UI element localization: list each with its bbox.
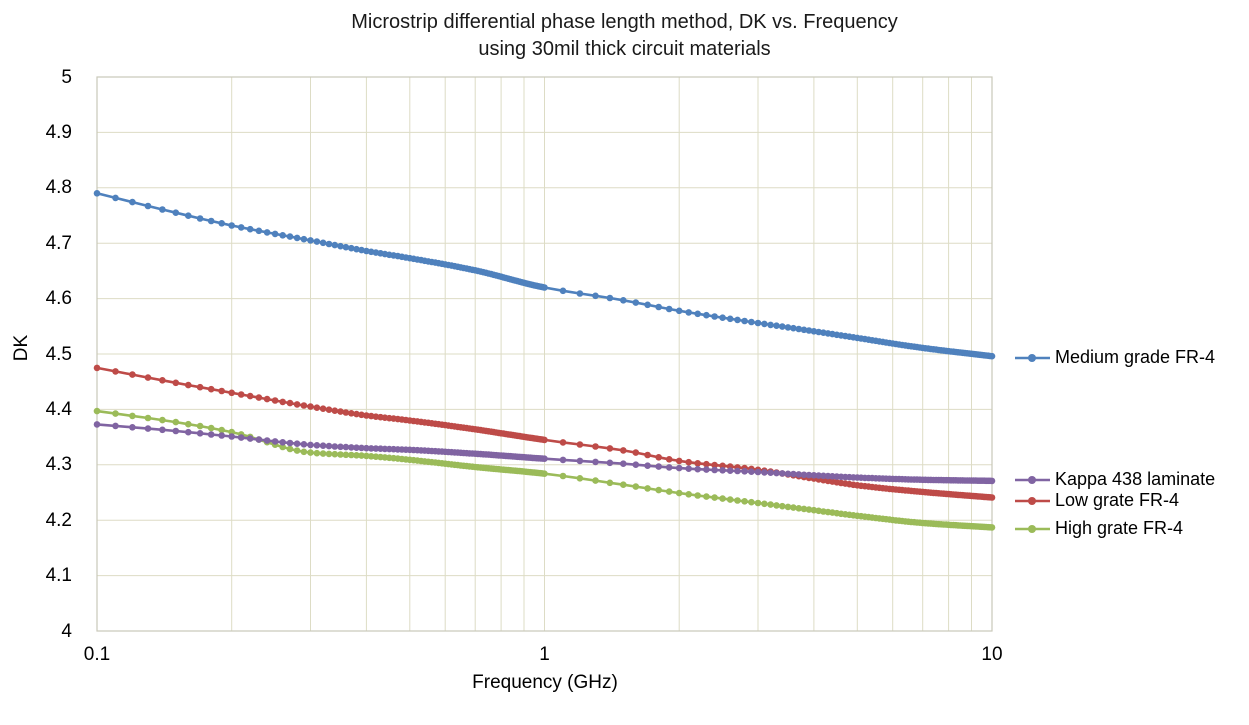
series-high-grate-fr-4 <box>93 407 996 531</box>
legend-swatch-icon <box>1015 353 1050 362</box>
y-tick-label: 5 <box>61 66 72 88</box>
x-tick-label: 1 <box>539 644 550 665</box>
legend-swatch-icon <box>1015 496 1050 505</box>
legend-item-medium-grade-fr4: Medium grade FR-4 <box>1014 347 1215 368</box>
legend-swatch-icon <box>1015 475 1050 484</box>
series-low-grate-fr-4 <box>93 364 996 501</box>
legend-label: High grate FR-4 <box>1055 518 1184 538</box>
y-tick-label: 4 <box>61 620 72 642</box>
x-tick-label: 0.1 <box>83 644 111 665</box>
legend-item-kappa-438-laminate: Kappa 438 laminate <box>1014 469 1215 490</box>
y-tick-label: 4.3 <box>45 454 72 476</box>
y-tick-label: 4.9 <box>45 121 72 143</box>
legend-item-high-grate-fr4: High grate FR-4 <box>1014 518 1183 539</box>
y-tick-label: 4.5 <box>45 343 72 365</box>
x-tick-label: 10 <box>981 644 1003 665</box>
series-medium-grade-fr-4 <box>93 190 996 360</box>
y-tick-label: 4.6 <box>45 288 72 310</box>
series-kappa-438-laminate <box>93 421 996 485</box>
gridlines <box>97 77 992 631</box>
y-tick-label: 4.4 <box>45 398 72 420</box>
x-axis-title: Frequency (GHz) <box>472 672 618 693</box>
legend-item-low-grate-fr4: Low grate FR-4 <box>1014 490 1179 511</box>
legend-label: Kappa 438 laminate <box>1055 469 1216 489</box>
y-tick-label: 4.1 <box>45 565 72 587</box>
legend-label: Low grate FR-4 <box>1055 490 1180 510</box>
legend-label: Medium grade FR-4 <box>1055 347 1216 367</box>
chart-title-line1: Microstrip differential phase length met… <box>351 11 898 33</box>
y-tick-label: 4.8 <box>45 177 72 199</box>
y-tick-label: 4.2 <box>45 509 72 531</box>
y-tick-label: 4.7 <box>45 232 72 254</box>
chart-title-line2: using 30mil thick circuit materials <box>478 38 771 60</box>
legend-swatch-icon <box>1015 524 1050 533</box>
chart-title: Microstrip differential phase length met… <box>0 9 1249 63</box>
